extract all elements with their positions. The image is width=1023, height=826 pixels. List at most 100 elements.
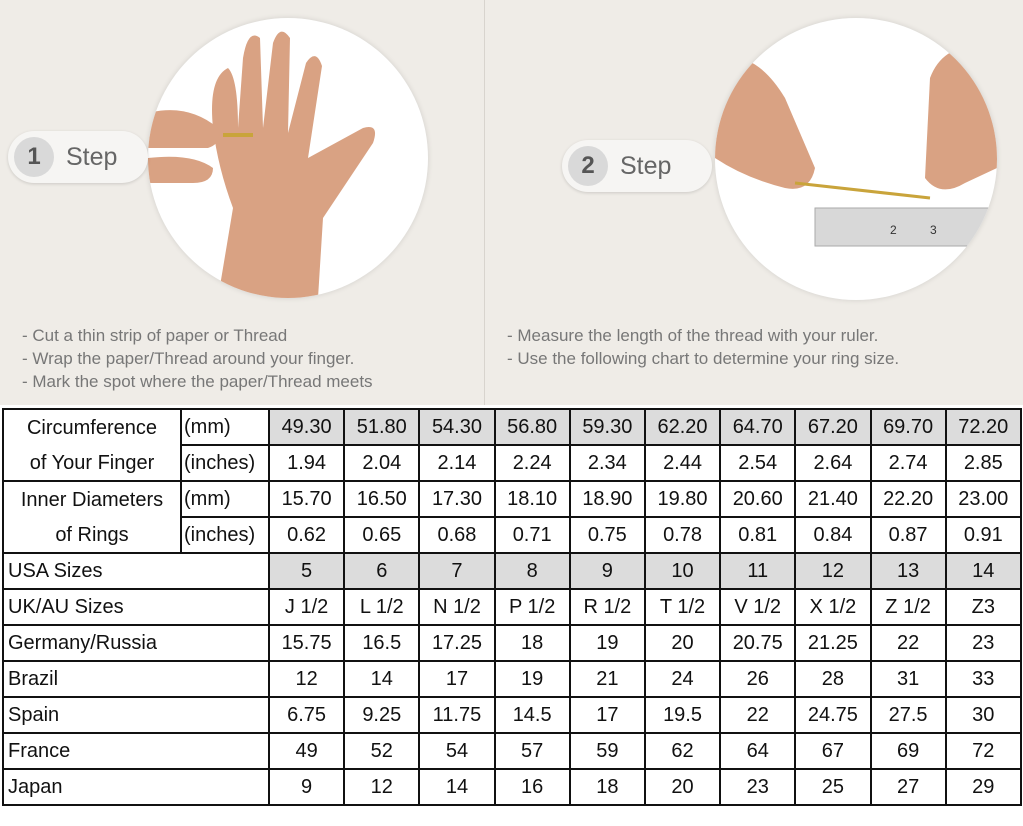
value-cell: 2.85 — [944, 444, 1022, 482]
value-cell: 16.5 — [343, 624, 421, 662]
value-cell: 26 — [719, 660, 797, 698]
value-cell: 67.20 — [794, 408, 872, 446]
row-label: France — [2, 732, 270, 770]
value-cell: 20 — [643, 768, 722, 806]
value-cell: 0.81 — [719, 516, 797, 554]
value-cell: 33 — [944, 660, 1022, 698]
value-cell: 10 — [643, 552, 722, 590]
hand-illustration — [148, 31, 376, 298]
table-row: Circumference (mm) 49.30 51.80 54.30 56.80 59.… — [2, 408, 1022, 446]
row-label: Brazil — [2, 660, 270, 698]
value-cell: 14 — [343, 660, 421, 698]
value-cell: 18.10 — [493, 480, 571, 518]
value-cell: J 1/2 — [267, 588, 346, 626]
value-cell: 57 — [493, 732, 571, 770]
diameter-label: of Rings — [2, 517, 182, 554]
value-cell: 69 — [869, 732, 947, 770]
value-cell: 59 — [568, 732, 646, 770]
value-cell: 21.40 — [794, 480, 872, 518]
value-cell: T 1/2 — [643, 588, 722, 626]
value-cell: 16 — [493, 768, 571, 806]
value-cell: 15.75 — [267, 624, 346, 662]
step-1-badge: 1 Step — [8, 131, 148, 183]
hand-image — [148, 18, 428, 298]
row-label: UK/AU Sizes — [2, 588, 270, 626]
circumference-label: Circumference — [2, 408, 182, 445]
value-cell: 69.70 — [869, 408, 947, 446]
value-cell: 21 — [568, 660, 646, 698]
value-cell: P 1/2 — [493, 588, 571, 626]
value-cell: 20.75 — [719, 624, 797, 662]
value-cell: 23.00 — [944, 480, 1022, 518]
value-cell: 18 — [493, 624, 571, 662]
step-2-badge: 2 Step — [562, 140, 712, 192]
circumference-label: of Your Finger — [2, 445, 182, 482]
value-cell: 0.78 — [643, 516, 722, 554]
value-cell: 28 — [794, 660, 872, 698]
unit-label: (mm) — [180, 408, 270, 446]
row-label: Japan — [2, 768, 270, 806]
value-cell: 12 — [343, 768, 421, 806]
value-cell: 8 — [493, 552, 571, 590]
value-cell: 19.5 — [643, 696, 722, 734]
value-cell: 13 — [869, 552, 947, 590]
value-cell: 19.80 — [643, 480, 722, 518]
value-cell: 23 — [719, 768, 797, 806]
value-cell: 6 — [343, 552, 421, 590]
value-cell: 7 — [418, 552, 496, 590]
value-cell: 23 — [944, 624, 1022, 662]
value-cell: 29 — [944, 768, 1022, 806]
row-label: USA Sizes — [2, 552, 270, 590]
value-cell: 54 — [418, 732, 496, 770]
instruction-line: - Measure the length of the thread with … — [507, 326, 879, 345]
value-cell: 54.30 — [418, 408, 496, 446]
value-cell: 14 — [944, 552, 1022, 590]
instruction-line: - Cut a thin strip of paper or Thread — [22, 326, 288, 345]
value-cell: 18 — [568, 768, 646, 806]
value-cell: 15.70 — [267, 480, 346, 518]
value-cell: 14 — [418, 768, 496, 806]
table-row: Inner Diameters (mm) 15.70 16.50 17.30 18.10 1… — [2, 480, 1022, 518]
table-row: USA Sizes 5 6 7 8 9 10 11 12 13 14 — [2, 552, 1022, 590]
value-cell: 64 — [719, 732, 797, 770]
value-cell: 0.87 — [869, 516, 947, 554]
row-label: Spain — [2, 696, 270, 734]
value-cell: 2.74 — [869, 444, 947, 482]
step-label: Step — [66, 142, 118, 171]
value-cell: 2.64 — [794, 444, 872, 482]
value-cell: R 1/2 — [568, 588, 646, 626]
ring-size-table: Circumference (mm) 49.30 51.80 54.30 56.80 59.… — [2, 408, 1022, 806]
value-cell: 56.80 — [493, 408, 571, 446]
value-cell: N 1/2 — [418, 588, 496, 626]
table-row: Japan 9 12 14 16 18 20 23 25 27 29 — [2, 768, 1022, 806]
value-cell: 52 — [343, 732, 421, 770]
value-cell: 64.70 — [719, 408, 797, 446]
value-cell: 67 — [794, 732, 872, 770]
divider — [484, 0, 485, 405]
value-cell: 19 — [568, 624, 646, 662]
table-row: of Rings (inches) 0.62 0.65 0.68 0.71 0.75 0.78… — [2, 516, 1022, 554]
value-cell: V 1/2 — [719, 588, 797, 626]
value-cell: 6.75 — [267, 696, 346, 734]
ruler-illustration: 2 3 — [715, 46, 997, 247]
value-cell: 2.44 — [643, 444, 722, 482]
value-cell: 24.75 — [794, 696, 872, 734]
value-cell: 27 — [869, 768, 947, 806]
unit-label: (mm) — [180, 480, 270, 518]
table-row: Brazil 12 14 17 19 21 24 26 28 31 33 — [2, 660, 1022, 698]
value-cell: 16.50 — [343, 480, 421, 518]
value-cell: 59.30 — [568, 408, 646, 446]
value-cell: 24 — [643, 660, 722, 698]
value-cell: 2.24 — [493, 444, 571, 482]
instruction-line: - Use the following chart to determine y… — [507, 349, 900, 368]
value-cell: 12 — [267, 660, 346, 698]
value-cell: 19 — [493, 660, 571, 698]
table-row: UK/AU Sizes J 1/2 L 1/2 N 1/2 P 1/2 R 1/2 T 1/… — [2, 588, 1022, 626]
value-cell: 5 — [267, 552, 346, 590]
value-cell: 0.71 — [493, 516, 571, 554]
value-cell: 21.25 — [794, 624, 872, 662]
instruction-line: - Mark the spot where the paper/Thread m… — [22, 372, 373, 391]
value-cell: 14.5 — [493, 696, 571, 734]
ruler-image: 2 3 — [715, 18, 997, 300]
value-cell: 20 — [643, 624, 722, 662]
